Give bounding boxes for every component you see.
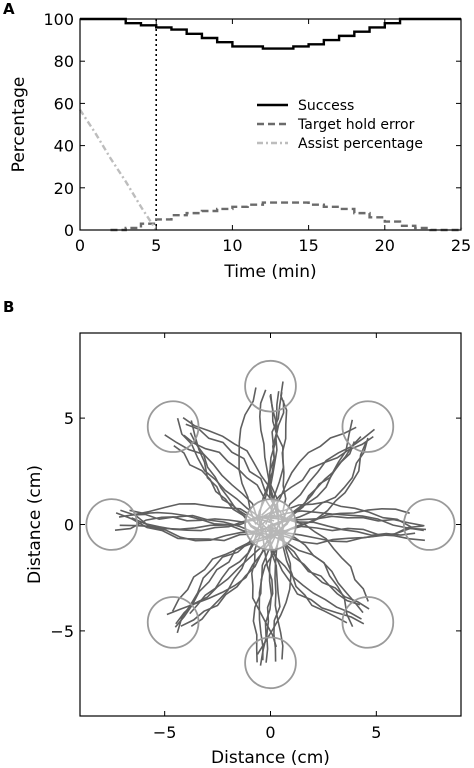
- panel-b-trajectory-plot: −5 0 5 −5 0 5 Distance (cm) Distance (cm): [25, 332, 462, 768]
- target-circle: [146, 400, 200, 453]
- center-target-circle: [244, 498, 297, 551]
- x-tick-label: 0: [265, 723, 275, 742]
- trajectory-path: [182, 417, 279, 518]
- x-tick-label: 15: [298, 236, 318, 255]
- y-tick-label: 0: [64, 516, 74, 535]
- target-circle: [402, 498, 456, 551]
- y-tick-label: 20: [54, 179, 74, 198]
- x-tick-label: 10: [222, 236, 242, 255]
- x-tick-label: −5: [153, 723, 177, 742]
- target-circle: [244, 359, 297, 413]
- panel-a-line-chart: 0 5 10 15 20 25 0 20 40 60 80 100 Time (min) Percen…: [9, 10, 471, 282]
- target-circle: [341, 596, 395, 649]
- panel-a-legend: Success Target hold error Assist percent…: [257, 98, 423, 152]
- trajectory-path: [270, 510, 424, 532]
- legend-label-success: Success: [298, 98, 354, 114]
- panel-b-ticks: −5 0 5 −5 0 5: [50, 333, 461, 742]
- panel-b-x-axis-label: Distance (cm): [211, 748, 330, 768]
- trajectory-path: [115, 512, 271, 542]
- trajectory-bundle: [270, 500, 427, 545]
- panel-b-y-axis-label: Distance (cm): [25, 465, 45, 584]
- trajectory-path: [270, 500, 412, 528]
- y-tick-label: 0: [64, 221, 74, 240]
- target-circle: [244, 636, 297, 690]
- x-tick-label: 0: [75, 236, 85, 255]
- legend-label-assist-percentage: Assist percentage: [298, 136, 423, 152]
- target-circle: [85, 498, 139, 551]
- y-tick-label: 60: [54, 94, 74, 113]
- target-circle: [341, 400, 395, 453]
- y-tick-label: −5: [50, 622, 74, 641]
- panel-b-plot-marks: [85, 359, 456, 690]
- trajectory-path: [270, 527, 427, 545]
- trajectory-path: [279, 514, 369, 602]
- target-circle: [146, 596, 200, 649]
- panel-a-ticks: 0 5 10 15 20 25 0 20 40 60 80 100: [43, 10, 471, 255]
- x-tick-label: 25: [451, 236, 471, 255]
- x-tick-label: 5: [151, 236, 161, 255]
- trajectory-path: [185, 423, 282, 515]
- panel-a-y-axis-label: Percentage: [9, 77, 29, 173]
- series-line-target-hold-error: [110, 201, 463, 232]
- panel-a-axes-frame: [79, 18, 462, 231]
- y-tick-label: 5: [64, 409, 74, 428]
- x-tick-label: 20: [375, 236, 395, 255]
- y-tick-label: 40: [54, 137, 74, 156]
- panel-b-letter: B: [3, 298, 14, 316]
- panel-a-letter: A: [3, 0, 15, 18]
- series-line-assist-percentage: [78, 109, 158, 231]
- x-tick-label: 5: [371, 723, 381, 742]
- series-line-success: [80, 17, 461, 50]
- y-tick-label: 80: [54, 52, 74, 71]
- panel-a-x-axis-label: Time (min): [223, 262, 316, 282]
- trajectory-path: [118, 502, 271, 523]
- panel-a-plot-marks: [78, 17, 463, 232]
- y-tick-label: 100: [43, 10, 74, 29]
- legend-label-target-hold-error: Target hold error: [297, 117, 415, 133]
